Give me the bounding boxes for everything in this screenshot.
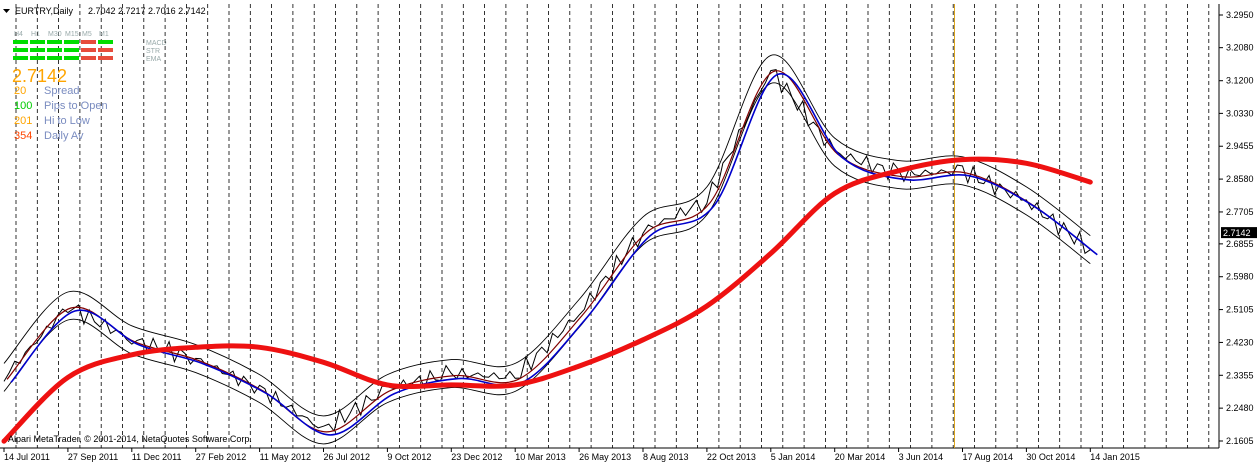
timeframe-label: M15 [65,31,79,38]
ohlc-values: 2.7042 2.7217 2.7016 2.7142 [88,6,206,16]
timeframe-label: M1 [99,31,109,38]
stat-label: Pips to Open [44,100,108,112]
y-tick-label: 3.0330 [1226,108,1254,118]
x-tick-label: 10 Mar 2013 [515,452,566,462]
copyright-text: Alpari MetaTrader, © 2001-2014, NetaQuot… [8,434,252,444]
indicator-label: EMA [146,56,162,63]
signal-cell [30,48,45,52]
y-tick-label: 3.2950 [1226,10,1254,20]
signal-grid [13,40,113,60]
x-tick-label: 9 Oct 2012 [387,452,431,462]
timeframe-label: H1 [31,31,40,38]
signal-cell [81,56,96,60]
x-tick-label: 27 Feb 2012 [196,452,247,462]
signal-cell [13,56,28,60]
stat-value: 354 [14,130,32,142]
indicator-label: MACD [146,40,167,47]
signal-cell [98,40,113,44]
x-tick-label: 22 Oct 2013 [707,452,756,462]
symbol-label: EURTRY,Daily [15,6,74,16]
signal-cell [47,40,62,44]
long-ma-line [1,156,1093,444]
y-tick-label: 2.2480 [1226,403,1254,413]
y-tick-label: 2.4230 [1226,337,1254,347]
y-tick-label: 2.5105 [1226,305,1254,315]
current-price-big: 2.7142 [12,66,67,86]
stat-label: Spread [44,85,79,97]
stats-list: 20 Spread 100 Pips to Open 201 Hi to Low 354 Da… [14,85,108,142]
y-tick-label: 2.9455 [1226,141,1254,151]
signal-cell [47,56,62,60]
y-tick-label: 2.3355 [1226,370,1254,380]
signal-cell [98,56,113,60]
upper-band [3,54,1091,417]
signal-cell [81,40,96,44]
x-tick-label: 11 May 2012 [260,452,311,462]
x-tick-label: 14 Jan 2015 [1090,452,1140,462]
signal-cell [98,48,113,52]
stat-label: Hi to Low [44,115,90,127]
x-tick-label: 11 Dec 2011 [132,452,182,462]
signal-cell [30,40,45,44]
y-tick-label: 3.1200 [1226,76,1254,86]
y-tick-label: 2.6855 [1226,239,1254,249]
y-axis: 3.2950 3.2080 3.1200 3.0330 2.9455 2.8580 2.77… [1219,10,1254,446]
x-tick-label: 30 Oct 2014 [1026,452,1075,462]
ema-fast-line [6,70,1094,433]
y-tick-label: 3.2080 [1226,43,1254,53]
ema-slow-line [10,73,1098,436]
x-axis: 14 Jul 2011 27 Sep 2011 11 Dec 2011 27 Feb … [3,448,1140,462]
triangle-down-icon [3,9,10,13]
y-tick-label: 2.7705 [1226,207,1254,217]
price-tag-box [1221,227,1257,239]
stat-value: 100 [14,100,32,112]
signal-cell [64,56,79,60]
signal-cell [13,40,28,44]
price-tag-text: 2.7142 [1223,228,1251,238]
signal-cell [47,48,62,52]
indicator-label: STR [146,48,160,55]
y-tick-label: 2.8580 [1226,174,1254,184]
signal-cell [30,56,45,60]
x-tick-label: 14 Jul 2011 [4,452,50,462]
timeframe-label: M5 [82,31,92,38]
signal-cell [81,48,96,52]
signal-cell [64,40,79,44]
signal-cell [13,48,28,52]
x-tick-label: 27 Sep 2011 [68,452,118,462]
x-tick-label: 5 Jan 2014 [771,452,816,462]
x-tick-label: 26 Jul 2012 [324,452,371,462]
stat-value: 20 [14,85,26,97]
grid [15,4,1210,448]
timeframe-label: M30 [48,31,62,38]
signal-cell [64,48,79,52]
y-tick-label: 2.5980 [1226,272,1254,282]
header: EURTRY,Daily 2.7042 2.7217 2.7016 2.7142 [3,6,206,16]
x-tick-label: 8 Aug 2013 [643,452,689,462]
stat-label: Daily Av [44,130,84,142]
x-tick-label: 17 Aug 2014 [963,452,1014,462]
series-layer [1,54,1098,445]
x-tick-label: 20 Mar 2014 [835,452,886,462]
timeframe-labels: H4 H1 M30 M15 M5 M1 [14,31,109,38]
x-tick-label: 26 May 2013 [579,452,631,462]
stat-value: 201 [14,115,32,127]
y-tick-label: 2.1605 [1226,436,1254,446]
x-tick-label: 23 Dec 2012 [451,452,502,462]
current-price-tag: 2.7142 [1221,227,1257,239]
x-tick-label: 3 Jun 2014 [899,452,944,462]
timeframe-label: H4 [14,31,23,38]
